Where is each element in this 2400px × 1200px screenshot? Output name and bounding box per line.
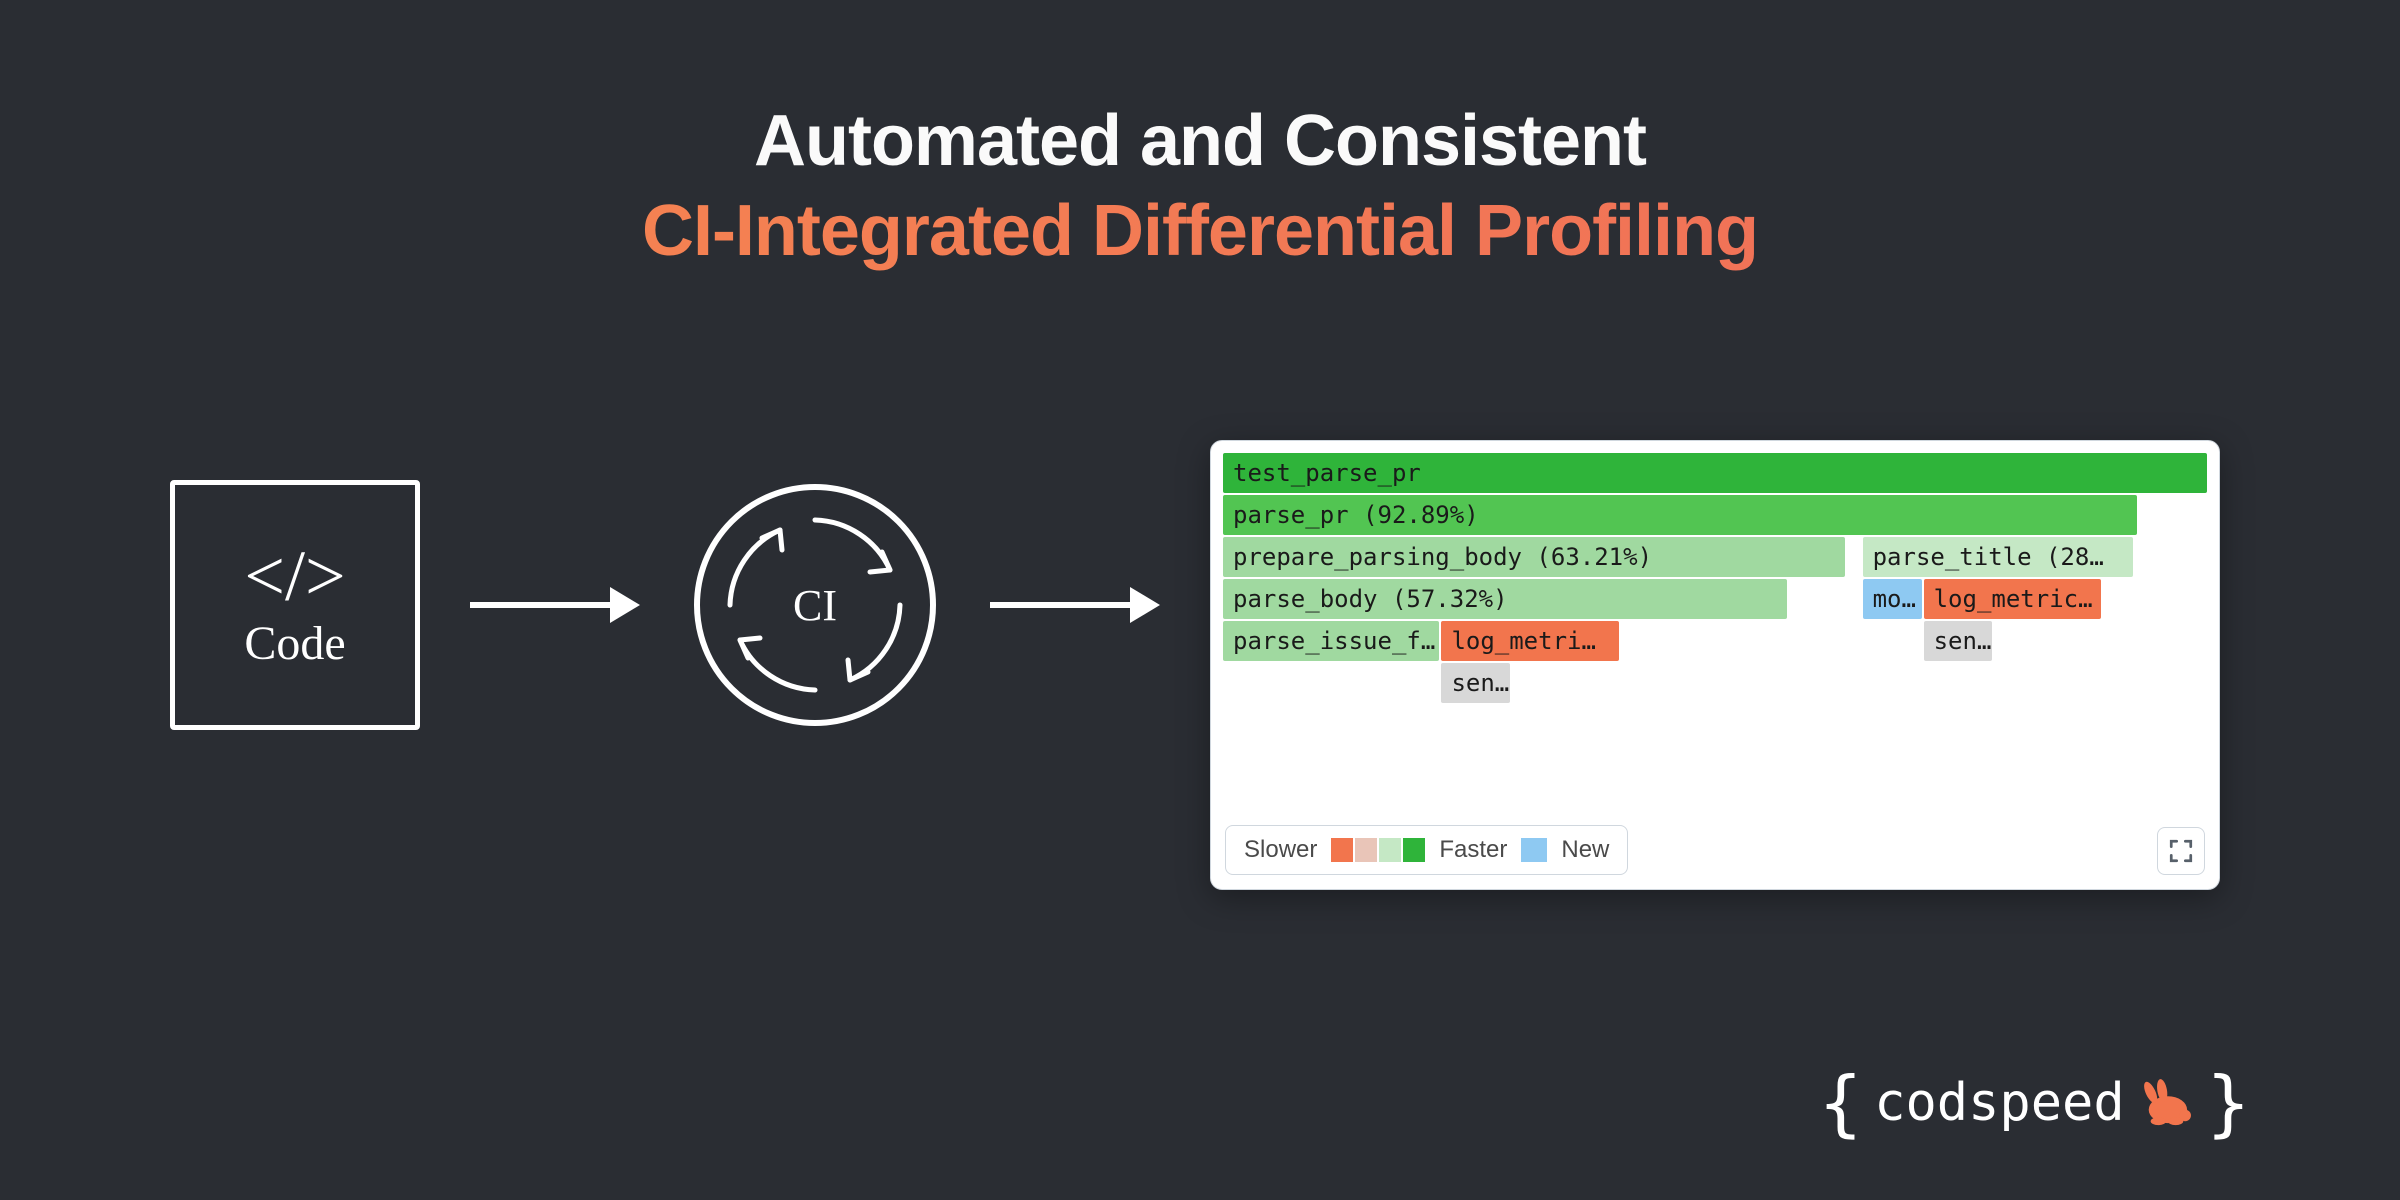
legend-slower-label: Slower [1244,836,1317,864]
code-label: Code [244,616,345,671]
flame-bar[interactable]: prepare_parsing_body (63.21%) [1223,537,1845,577]
flame-bar[interactable]: test_parse_pr [1223,453,2207,493]
flame-bar[interactable]: sen… [1924,621,1993,661]
flame-row: test_parse_pr [1223,453,2207,495]
brand-logo: { codspeed } [1819,1061,2250,1145]
flame-bar[interactable]: log_metric… [1924,579,2101,619]
pipeline-diagram: </> Code CI [170,480,1160,730]
legend-new-label: New [1561,836,1609,864]
ci-label: CI [793,581,837,630]
code-node: </> Code [170,480,420,730]
legend-gradient-swatches [1331,838,1425,862]
fullscreen-icon [2168,838,2194,864]
flame-bar[interactable]: mo… [1863,579,1922,619]
flamegraph-legend: Slower Faster New [1225,825,1628,875]
flame-row: parse_body (57.32%) mo…log_metric… [1223,579,2207,621]
flamegraph-rows: test_parse_prparse_pr (92.89%)prepare_pa… [1223,453,2207,705]
flame-bar[interactable]: parse_title (28… [1863,537,2134,577]
rabbit-icon [2137,1079,2195,1127]
flame-bar[interactable]: sen… [1441,663,1510,703]
flame-row: parse_issue_f…log_metri… sen… [1223,621,2207,663]
legend-faster-label: Faster [1439,836,1507,864]
flame-row: sen… [1223,663,2207,705]
flame-bar[interactable]: parse_issue_f… [1223,621,1439,661]
title-line-1: Automated and Consistent [0,100,2400,182]
title-line-2: CI-Integrated Differential Profiling [0,190,2400,272]
flame-row: prepare_parsing_body (63.21%) parse_title… [1223,537,2207,579]
brand-close-brace: } [2207,1061,2250,1145]
fullscreen-button[interactable] [2157,827,2205,875]
flame-row: parse_pr (92.89%) [1223,495,2207,537]
flame-bar[interactable]: parse_body (57.32%) [1223,579,1787,619]
code-icon: </> [244,540,345,612]
brand-name: codspeed [1874,1073,2124,1133]
arrow-2 [990,587,1160,623]
flamegraph-panel: test_parse_prparse_pr (92.89%)prepare_pa… [1210,440,2220,890]
legend-new-swatch [1521,838,1547,862]
flame-bar[interactable]: parse_pr (92.89%) [1223,495,2137,535]
arrow-1 [470,587,640,623]
ci-node: CI [690,480,940,730]
flame-bar[interactable]: log_metri… [1441,621,1618,661]
brand-open-brace: { [1819,1061,1862,1145]
page-title-block: Automated and Consistent CI-Integrated D… [0,100,2400,272]
